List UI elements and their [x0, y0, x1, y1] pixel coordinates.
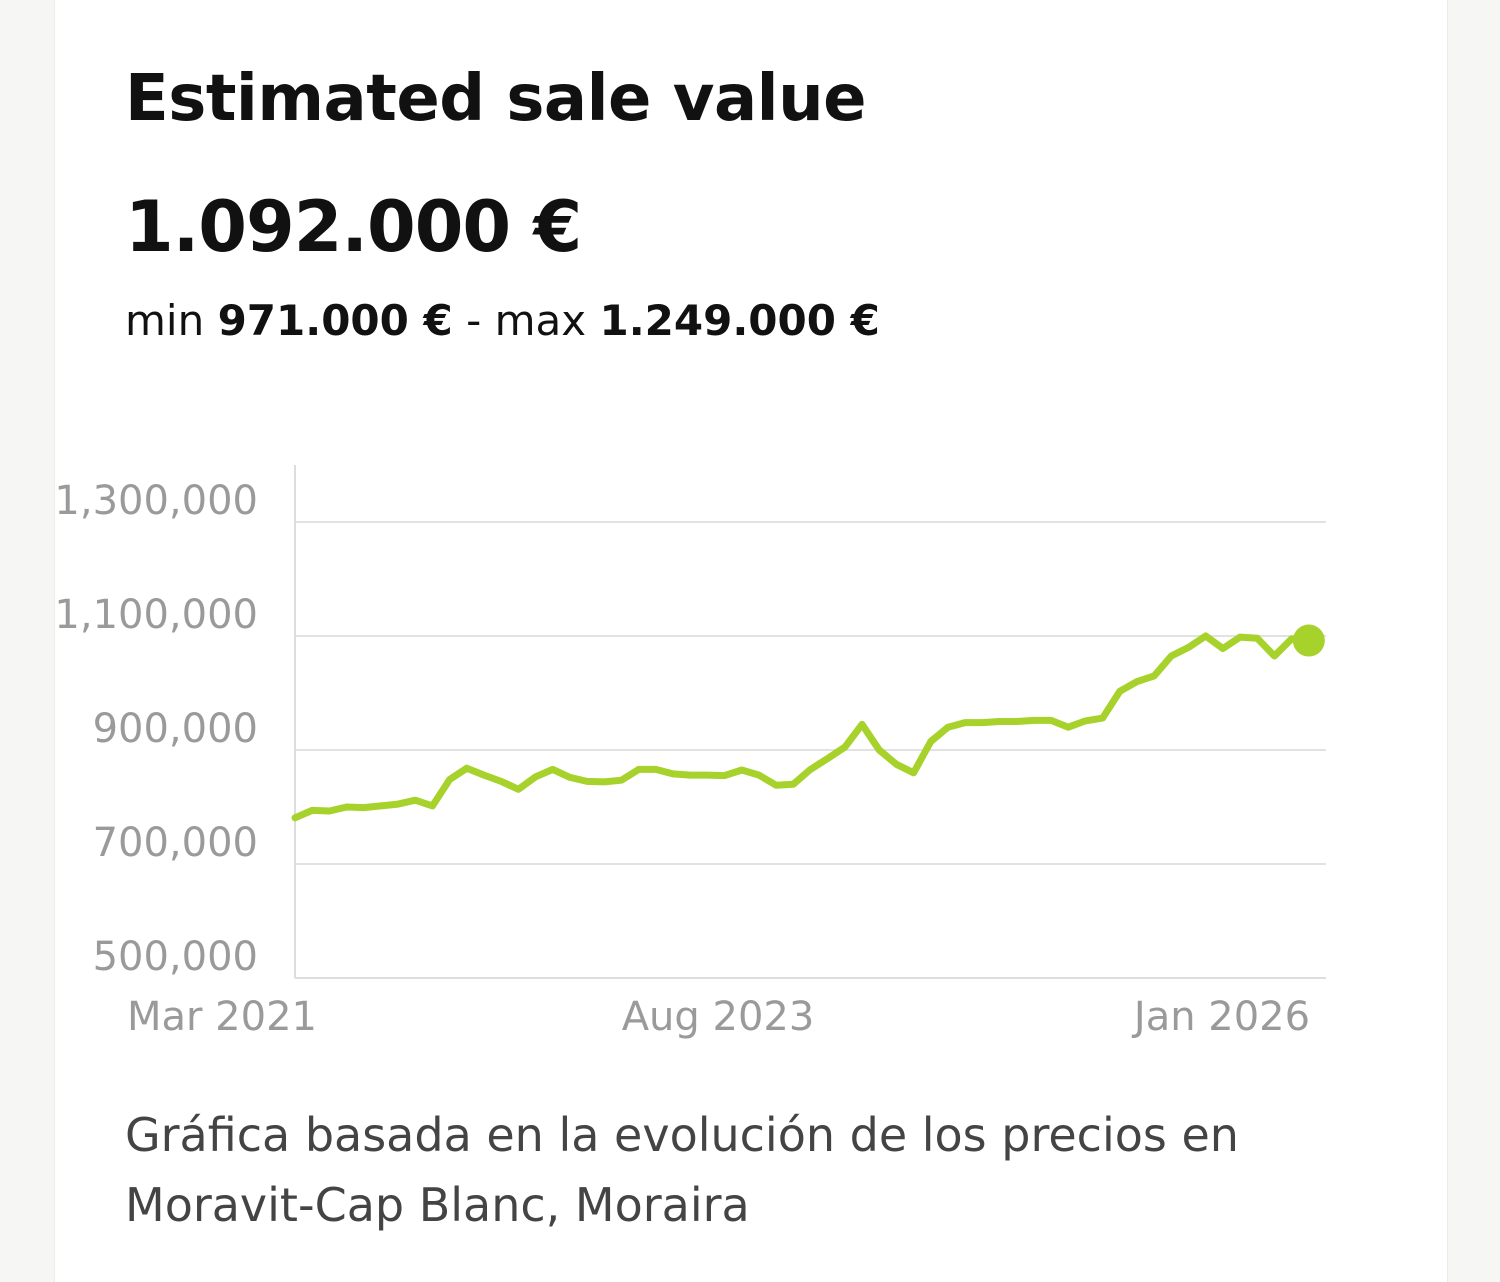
value-range: min 971.000 € - max 1.249.000 € [125, 296, 880, 345]
range-max-value: 1.249.000 € [599, 296, 880, 345]
caption-line-2: Moravit-Cap Blanc, Moraira [125, 1178, 750, 1232]
caption-line-1: Gráfica basada en la evolución de los pr… [125, 1108, 1239, 1162]
price-line [291, 632, 1313, 822]
x-tick-label: Jan 2026 [1131, 994, 1310, 1040]
y-tick-label: 500,000 [93, 934, 258, 980]
y-tick-label: 1,100,000 [54, 592, 258, 638]
range-separator: - [466, 296, 482, 345]
range-min-label: min [125, 296, 205, 345]
estimated-value: 1.092.000 € [125, 186, 582, 268]
y-tick-label: 1,300,000 [54, 478, 258, 524]
x-tick-label: Mar 2021 [127, 994, 317, 1040]
current-value-point [1292, 624, 1325, 657]
range-min-value: 971.000 € [217, 296, 453, 345]
y-tick-label: 700,000 [93, 820, 258, 866]
range-max-label: max [494, 296, 587, 345]
card-title: Estimated sale value [125, 62, 867, 136]
chart-caption: Gráfica basada en la evolución de los pr… [125, 1100, 1325, 1240]
y-tick-label: 900,000 [93, 706, 258, 752]
x-tick-label: Aug 2023 [622, 994, 815, 1040]
